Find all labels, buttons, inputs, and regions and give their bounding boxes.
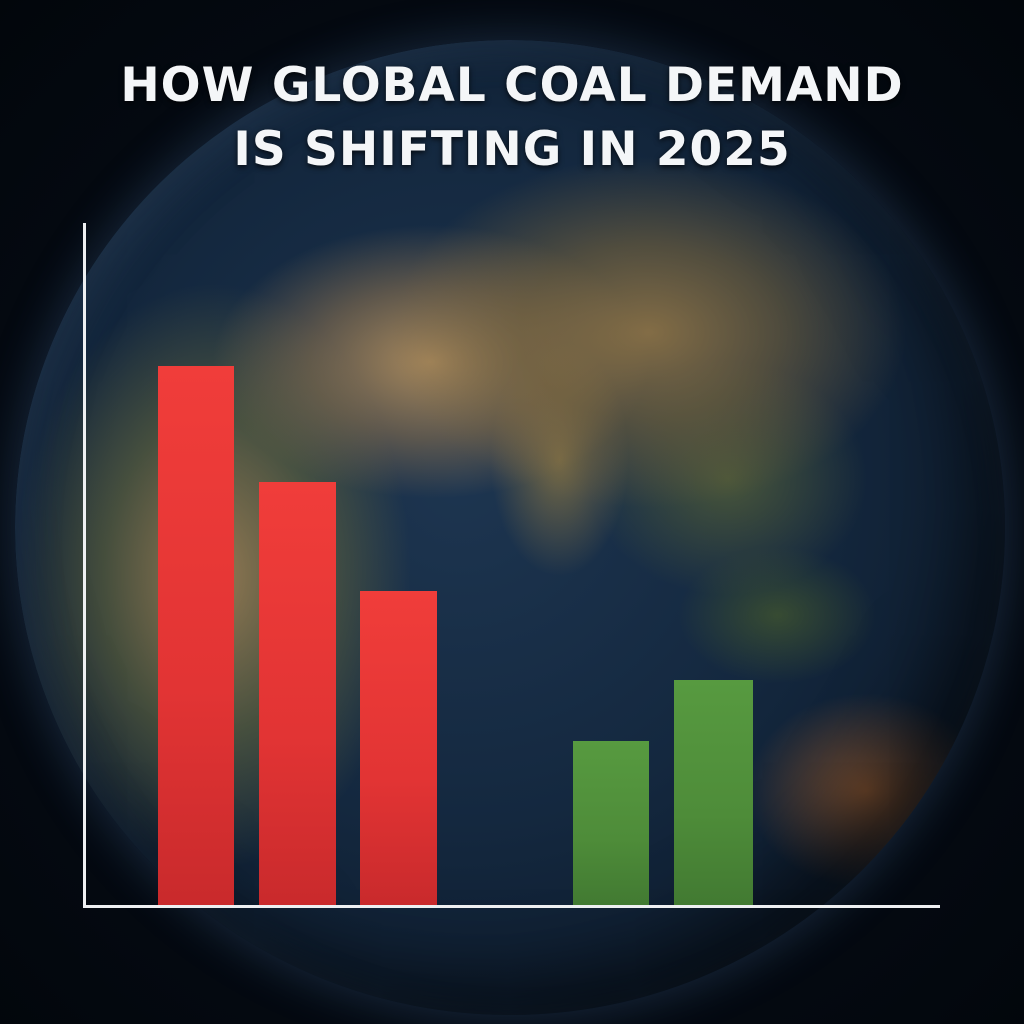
bar-1-decline	[158, 366, 234, 905]
bar-4-growth	[573, 741, 649, 905]
x-axis	[83, 905, 940, 908]
bar-2-decline	[259, 482, 336, 905]
chart-title-line-1: HOW GLOBAL COAL DEMAND	[120, 58, 904, 113]
bar-5-growth	[674, 680, 753, 905]
chart-title-line-2: IS SHIFTING IN 2025	[233, 122, 791, 177]
chart-title: HOW GLOBAL COAL DEMAND IS SHIFTING IN 20…	[0, 54, 1024, 182]
y-axis	[83, 223, 86, 908]
bar-3-decline	[360, 591, 437, 905]
